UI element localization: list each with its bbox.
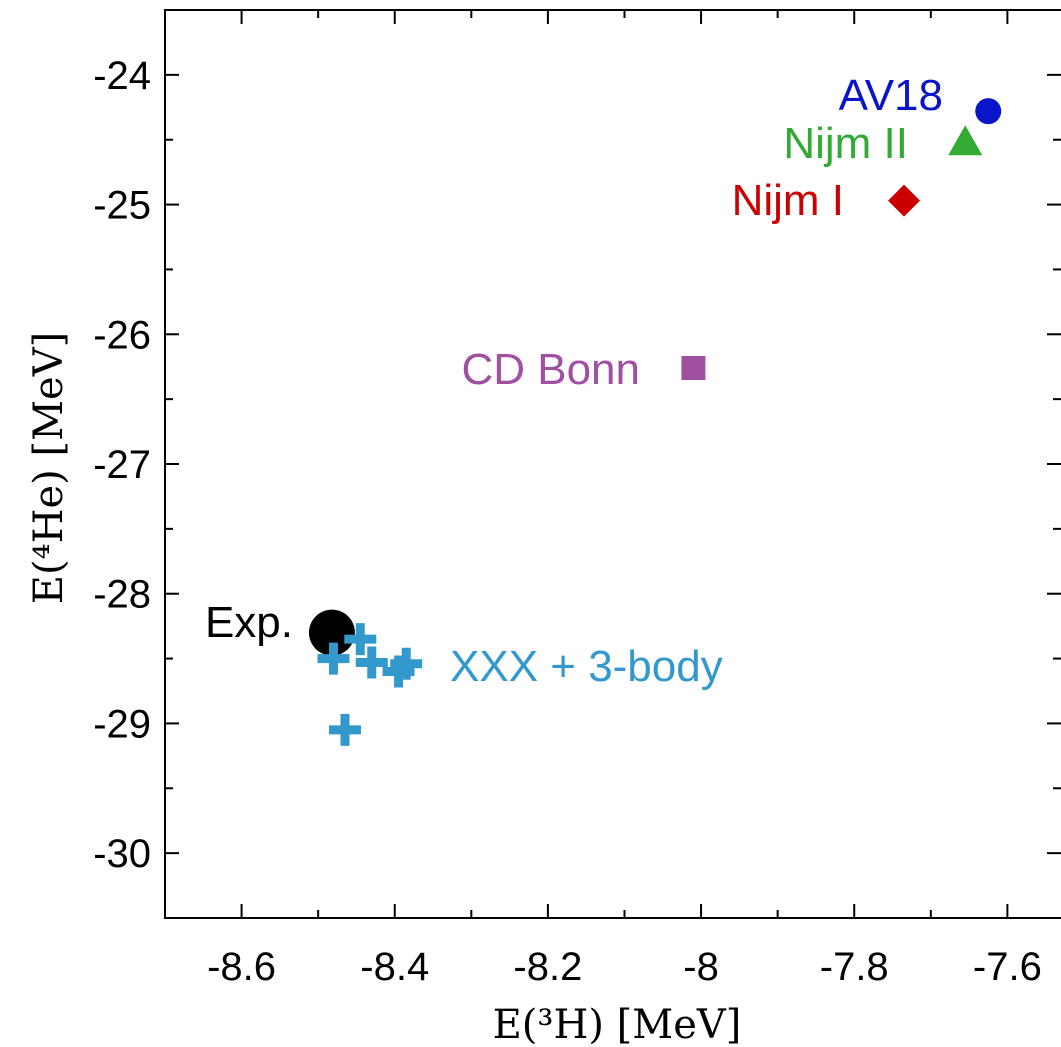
y-tick-label: -27 xyxy=(93,443,151,487)
point-cd-bonn xyxy=(681,356,706,381)
axis-tick-labels: -8.6 -8.4 -8.2 -8 -7.8 -7.6 -24 -25 -26 -27 -28 -29… xyxy=(93,54,1042,989)
annotation-nijm-i: Nijm I xyxy=(732,176,844,225)
annotation-cd-bonn: CD Bonn xyxy=(461,345,640,394)
y-tick-label: -29 xyxy=(93,702,151,746)
point-nijm-ii xyxy=(948,125,983,156)
point-av18 xyxy=(975,98,1002,125)
annotation-av18: AV18 xyxy=(839,71,943,120)
y-tick-label: -25 xyxy=(93,184,151,228)
point-xxx-3-body xyxy=(355,646,388,679)
y-tick-label: -28 xyxy=(93,573,151,617)
point-xxx-3-body xyxy=(344,623,377,656)
x-tick-label: -8.2 xyxy=(513,945,582,989)
point-exp xyxy=(308,609,355,656)
axis-ticks xyxy=(164,9,1061,919)
y-tick-label: -24 xyxy=(93,54,151,98)
annotation-xxx-3-body: XXX + 3-body xyxy=(450,642,723,691)
point-nijm-i xyxy=(888,184,921,217)
point-xxx-3-body xyxy=(317,642,350,675)
point-xxx-3-body xyxy=(390,647,423,680)
x-tick-label: -7.8 xyxy=(820,945,889,989)
x-axis-title: E(³H) [MeV] xyxy=(493,1002,742,1047)
annotation-nijm-ii: Nijm II xyxy=(783,119,908,168)
y-tick-label: -26 xyxy=(93,313,151,357)
x-tick-label: -8.4 xyxy=(360,945,429,989)
y-axis-title: E(⁴He) [MeV] xyxy=(26,332,72,604)
annotation-exp: Exp. xyxy=(205,598,293,647)
data-marks xyxy=(308,98,1002,746)
y-tick-label: -30 xyxy=(93,832,151,876)
point-xxx-3-body xyxy=(328,713,361,746)
x-tick-label: -7.6 xyxy=(973,945,1042,989)
plot-frame xyxy=(164,9,1061,919)
x-tick-label: -8 xyxy=(683,945,719,989)
x-tick-label: -8.6 xyxy=(207,945,276,989)
